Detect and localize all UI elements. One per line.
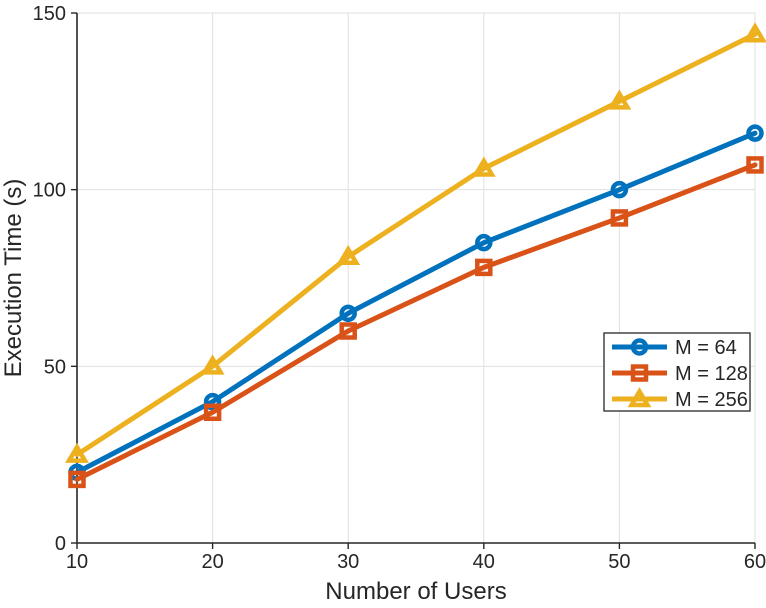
x-tick-label: 40 — [473, 551, 495, 573]
x-tick-label: 30 — [337, 551, 359, 573]
y-axis-title: Execution Time (s) — [0, 178, 27, 378]
data-point-m-256 — [200, 354, 225, 375]
data-point-m-64 — [339, 304, 357, 323]
legend-label-m-128: M = 128 — [675, 363, 748, 385]
data-point-m-128 — [68, 470, 86, 489]
x-tick-label: 20 — [201, 551, 223, 573]
data-point-m-64 — [475, 233, 493, 252]
data-point-m-64 — [746, 124, 764, 142]
data-point-m-256 — [65, 442, 89, 463]
legend-marker-m-128 — [630, 364, 649, 382]
x-tick-label: 10 — [66, 551, 88, 573]
series-line-m-64 — [74, 130, 758, 475]
legend-label-m-64: M = 64 — [675, 337, 737, 359]
data-point-m-128 — [610, 209, 629, 227]
data-point-m-128 — [203, 403, 222, 422]
data-point-m-256 — [471, 156, 496, 177]
y-tick-label: 100 — [33, 180, 66, 202]
legend-marker-m-256 — [627, 387, 652, 408]
x-axis-title: Number of Users — [325, 578, 507, 605]
data-point-m-128 — [746, 156, 764, 174]
data-point-m-64 — [203, 392, 222, 411]
legend-marker-m-64 — [630, 338, 649, 356]
data-point-m-256 — [336, 244, 361, 266]
data-point-m-256 — [607, 89, 632, 110]
legend-label-m-256: M = 256 — [675, 389, 748, 411]
series-line-m-128 — [74, 162, 758, 482]
data-point-m-128 — [339, 322, 357, 340]
x-tick-label: 60 — [744, 551, 766, 573]
y-tick-label: 0 — [55, 533, 66, 555]
y-tick-label: 50 — [44, 356, 66, 378]
y-tick-label: 150 — [33, 3, 66, 25]
series-line-m-256 — [74, 31, 758, 458]
data-point-m-128 — [475, 258, 493, 277]
data-point-m-64 — [610, 180, 629, 199]
data-point-m-256 — [743, 22, 766, 43]
x-tick-label: 50 — [608, 551, 630, 573]
